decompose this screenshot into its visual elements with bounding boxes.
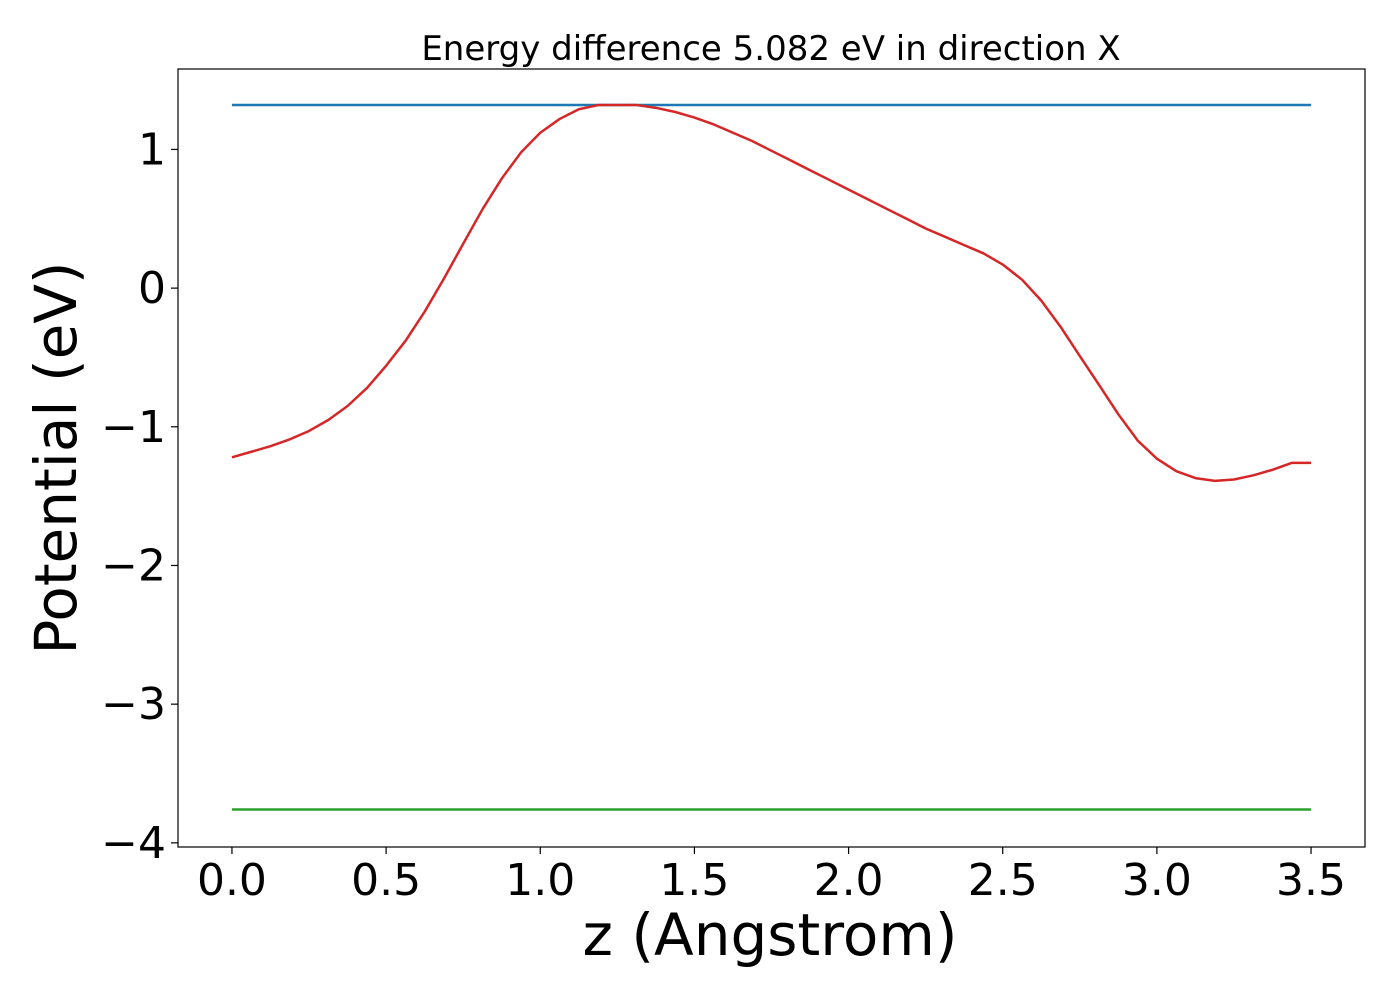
x-tick-label: 3.0 xyxy=(1122,855,1192,906)
x-tick-label: 2.5 xyxy=(968,855,1038,906)
x-tick-label: 1.5 xyxy=(659,855,729,906)
x-tick-label: 0.0 xyxy=(197,855,267,906)
y-tick-label: 0 xyxy=(138,263,166,314)
y-axis-label: Potential (eV) xyxy=(22,261,90,654)
x-tick-label: 3.5 xyxy=(1276,855,1346,906)
y-axis: −4 −3 −2 −1 0 1 xyxy=(101,124,178,869)
y-tick-label: 1 xyxy=(138,124,166,175)
x-axis: 0.0 0.5 1.0 1.5 2.0 2.5 3.0 3.5 xyxy=(197,847,1346,906)
plot-frame xyxy=(177,68,1366,848)
chart-title: Energy difference 5.082 eV in direction … xyxy=(421,29,1120,69)
x-tick-label: 1.0 xyxy=(505,855,575,906)
y-tick-label: −4 xyxy=(101,818,166,869)
y-tick-label: −2 xyxy=(101,540,166,591)
x-axis-label: z (Angstrom) xyxy=(583,901,958,969)
x-tick-label: 2.0 xyxy=(814,855,884,906)
x-tick-label: 0.5 xyxy=(351,855,421,906)
series-line-2 xyxy=(231,103,1312,483)
y-tick-label: −1 xyxy=(101,402,166,453)
series-layer xyxy=(231,103,1312,811)
y-tick-label: −3 xyxy=(101,679,166,730)
